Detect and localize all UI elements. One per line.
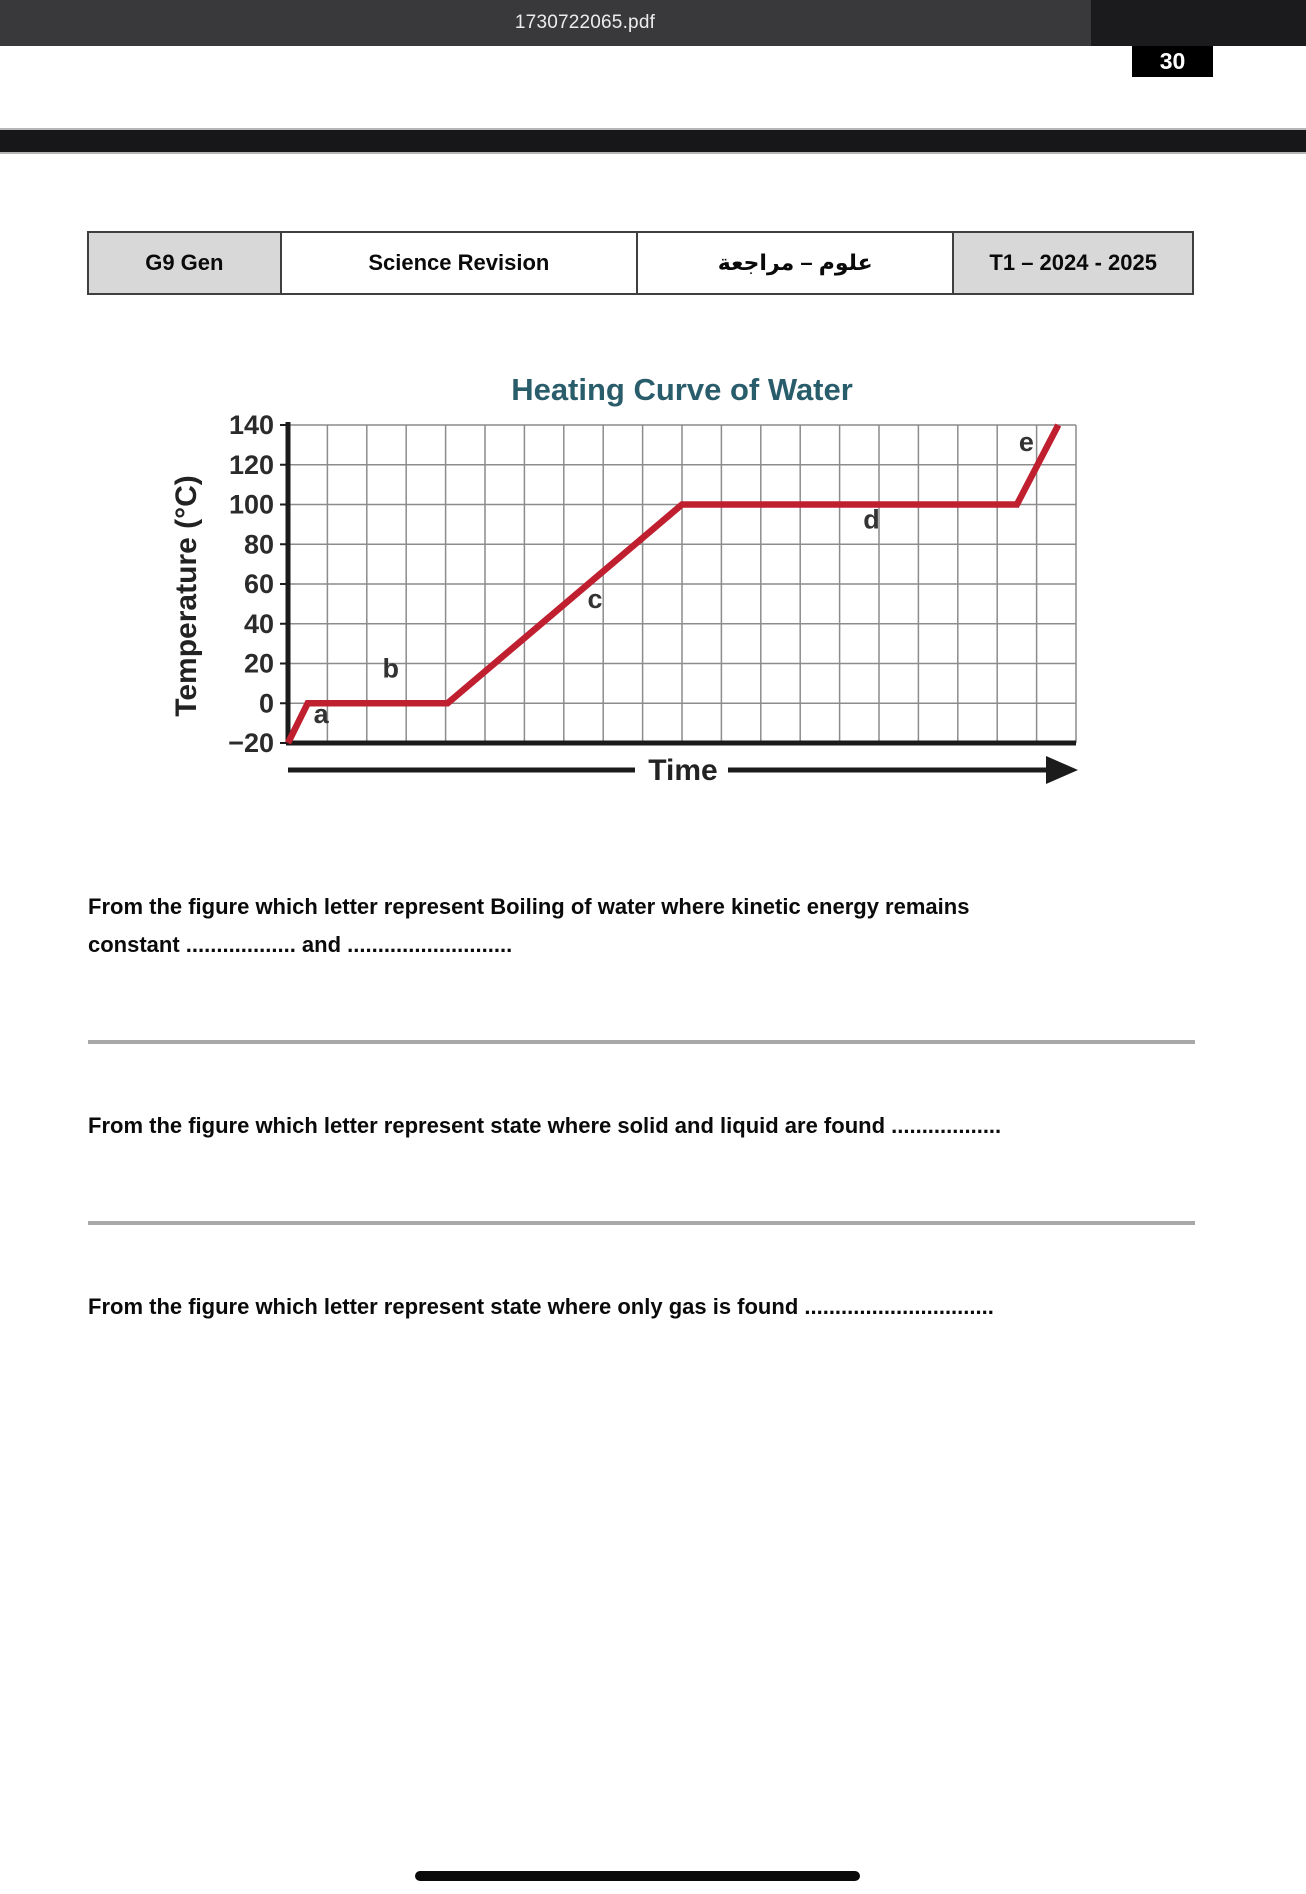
question-solid-liquid: From the figure which letter represent s… [88, 1107, 1218, 1145]
y-tick-label: 60 [244, 569, 274, 599]
header-cell-grade: G9 Gen [89, 233, 282, 293]
chart-title: Heating Curve of Water [511, 372, 853, 407]
time-arrowhead [1046, 756, 1078, 784]
x-axis-title: Time [648, 754, 717, 787]
y-tick-label: 100 [229, 490, 274, 520]
segment-label-c: c [587, 584, 602, 614]
heating-curve-line [285, 423, 1062, 745]
page-number-badge: 30 [1132, 46, 1213, 77]
header-cell-term: T1 – 2024 - 2025 [954, 233, 1192, 293]
header-cell-subject: Science Revision [281, 233, 639, 293]
y-tick-label: 120 [229, 450, 274, 480]
section-divider [88, 1040, 1195, 1044]
y-tick-label: −20 [228, 728, 274, 758]
question-solid-liquid-line: From the figure which letter represent s… [88, 1113, 1002, 1138]
segment-label-e: e [1019, 427, 1034, 457]
y-tick-label: 40 [244, 609, 274, 639]
question-boiling-line2: constant .................. and ........… [88, 932, 513, 957]
header-cell-subject-arabic: علوم – مراجعة [638, 233, 955, 293]
question-gas: From the figure which letter represent s… [88, 1288, 1218, 1326]
pdf-filename: 1730722065.pdf [514, 12, 656, 33]
y-tick-label: 0 [259, 688, 274, 718]
home-indicator[interactable] [415, 1871, 860, 1881]
y-tick-label: 80 [244, 529, 274, 559]
y-tick-label: 20 [244, 649, 274, 679]
segment-label-b: b [383, 653, 400, 683]
section-divider [88, 1221, 1195, 1225]
y-tick-label: 140 [229, 410, 274, 440]
heating-curve-chart: 140 120 100 80 60 40 20 0 −20 a b c d e Temperature (°… [170, 410, 1078, 787]
y-axis-title: Temperature (°C) [170, 475, 203, 716]
question-boiling-line1: From the figure which letter represent B… [88, 894, 970, 919]
question-boiling: From the figure which letter represent B… [88, 888, 1218, 964]
segment-label-a: a [314, 699, 330, 729]
header-table: G9 Gen Science Revision علوم – مراجعة T1… [87, 231, 1194, 295]
page-separator [0, 128, 1306, 154]
question-gas-line: From the figure which letter represent s… [88, 1294, 994, 1319]
pdf-title-bar[interactable]: 1730722065.pdf [0, 0, 1306, 46]
segment-label-d: d [863, 504, 880, 534]
title-bar-corner [1091, 0, 1306, 46]
